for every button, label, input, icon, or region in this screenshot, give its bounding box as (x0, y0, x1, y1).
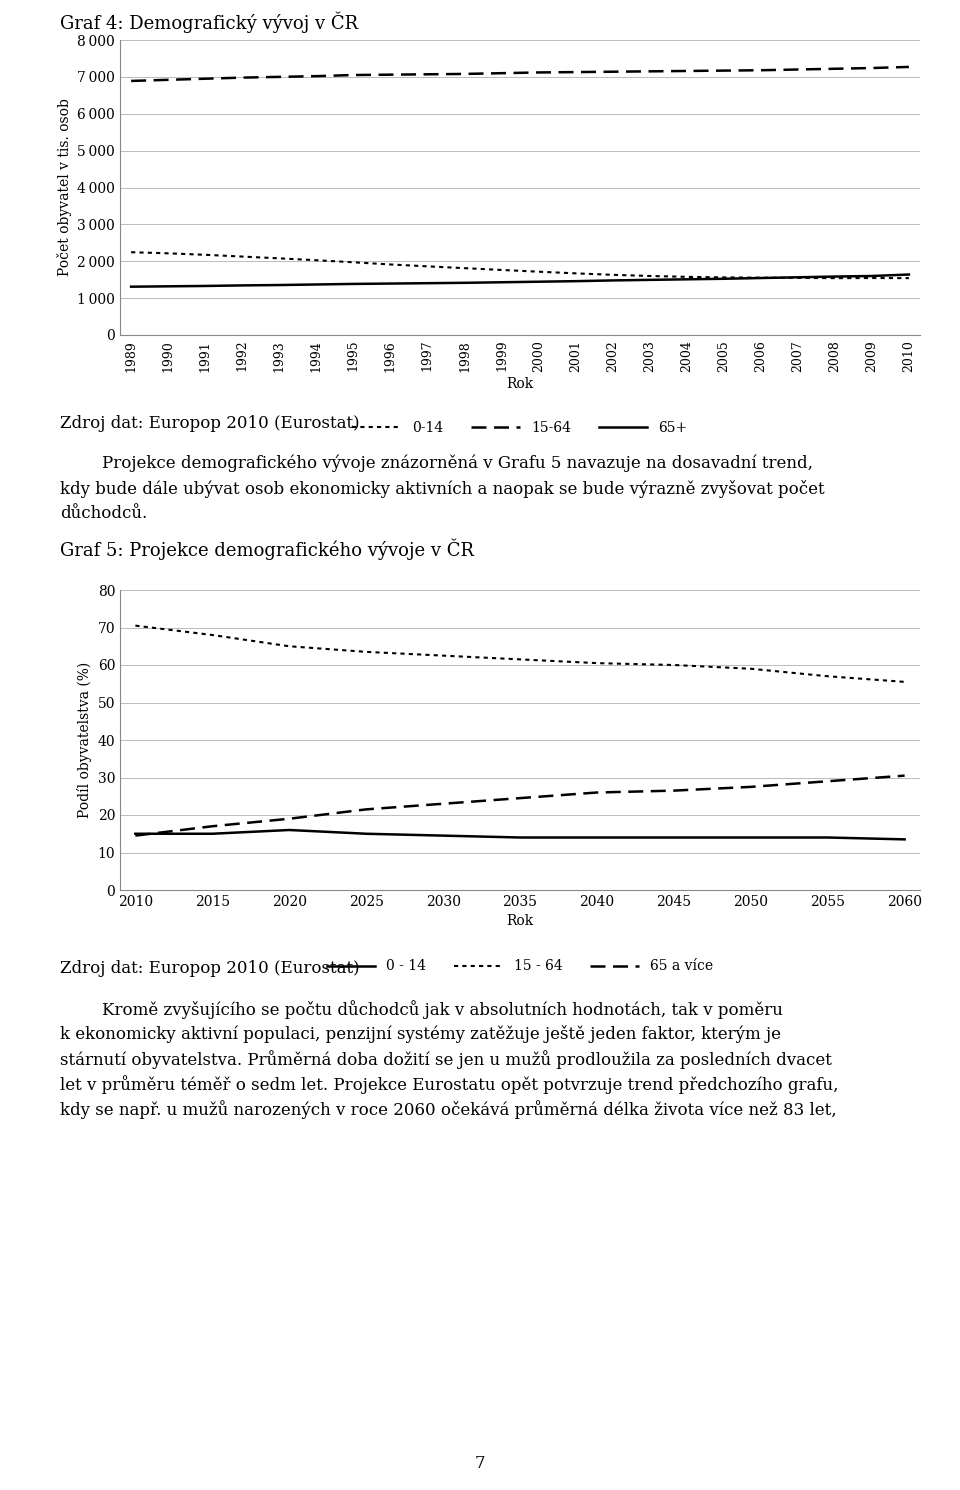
Text: Graf 5: Projekce demografického vývoje v ČR: Graf 5: Projekce demografického vývoje v… (60, 538, 474, 560)
Text: let v průměru téměř o sedm let. Projekce Eurostatu opět potvrzuje trend předchoz: let v průměru téměř o sedm let. Projekce… (60, 1074, 838, 1094)
Text: Projekce demografického vývoje znázorněná v Grafu 5 navazuje na dosavadní trend,: Projekce demografického vývoje znázorněn… (60, 454, 813, 472)
Text: stárnutí obyvatelstva. Průměrná doba dožití se jen u mužů prodloužila za posledn: stárnutí obyvatelstva. Průměrná doba dož… (60, 1050, 832, 1068)
X-axis label: Rok: Rok (506, 915, 534, 928)
Text: důchodců.: důchodců. (60, 505, 147, 522)
Text: Kromě zvyšujícího se počtu důchodců jak v absolutních hodnotách, tak v poměru: Kromě zvyšujícího se počtu důchodců jak … (60, 1000, 782, 1019)
Text: kdy se např. u mužů narozených v roce 2060 očekává průměrná délka života více ne: kdy se např. u mužů narozených v roce 20… (60, 1100, 836, 1119)
X-axis label: Rok: Rok (506, 377, 534, 392)
Text: 7: 7 (474, 1456, 486, 1472)
Text: Zdroj dat: Europop 2010 (Eurostat): Zdroj dat: Europop 2010 (Eurostat) (60, 960, 360, 977)
Text: kdy bude dále ubývat osob ekonomicky aktivních a naopak se bude výrazně zvyšovat: kdy bude dále ubývat osob ekonomicky akt… (60, 480, 825, 498)
Legend: 0-14, 15-64, 65+: 0-14, 15-64, 65+ (347, 416, 693, 440)
Y-axis label: Počet obyvatel v tis. osob: Počet obyvatel v tis. osob (57, 98, 72, 277)
Text: Graf 4: Demografický vývoj v ČR: Graf 4: Demografický vývoj v ČR (60, 10, 358, 33)
Legend: 0 - 14, 15 - 64, 65 a více: 0 - 14, 15 - 64, 65 a více (322, 954, 719, 979)
Text: k ekonomicky aktivní populaci, penzijní systémy zatěžuje ještě jeden faktor, kte: k ekonomicky aktivní populaci, penzijní … (60, 1025, 781, 1043)
Text: Zdroj dat: Europop 2010 (Eurostat): Zdroj dat: Europop 2010 (Eurostat) (60, 416, 360, 432)
Y-axis label: Podíl obyvatelstva (%): Podíl obyvatelstva (%) (77, 662, 92, 818)
